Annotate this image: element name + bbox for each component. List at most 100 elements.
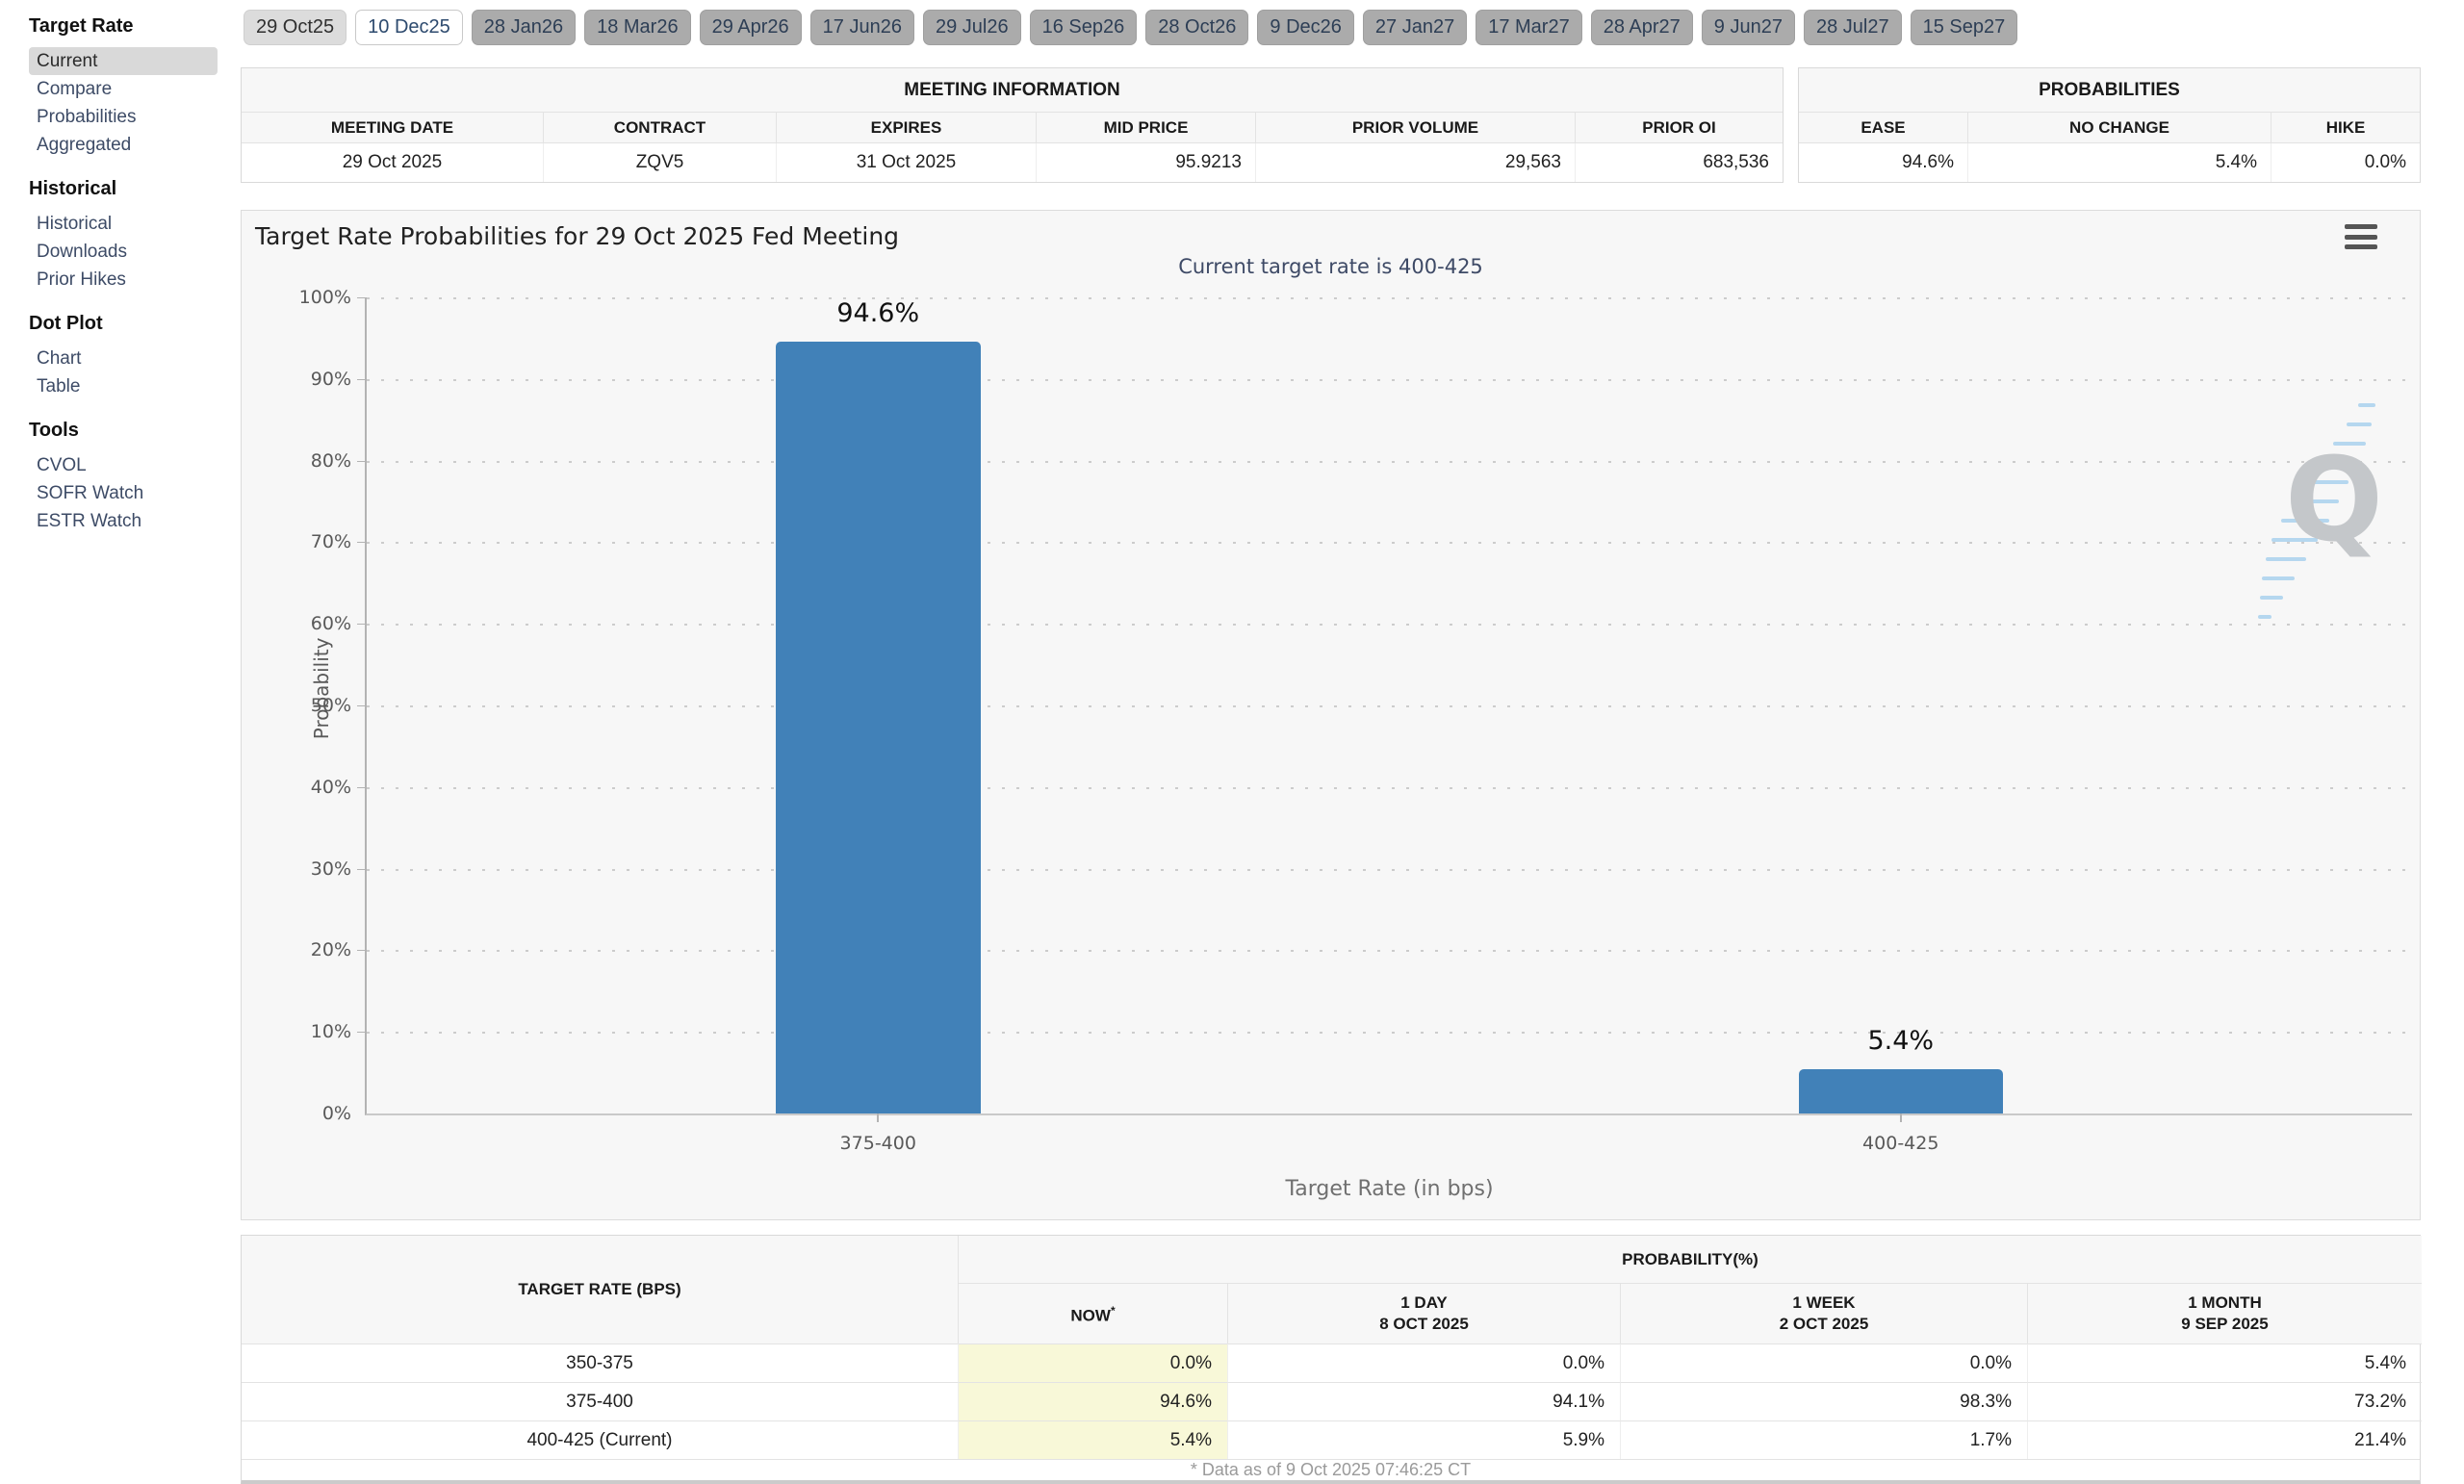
target-rate-cell: 400-425 (Current)	[242, 1420, 959, 1459]
y-tick-mark	[357, 868, 365, 870]
one-week-label: 1 WEEK	[1792, 1293, 1856, 1312]
y-tick-label: 70%	[310, 531, 351, 553]
target-rate-cell: 375-400	[242, 1382, 959, 1420]
bar-group-375-400: 94.6%	[776, 297, 981, 1113]
bar-group-400-425: 5.4%	[1798, 297, 2003, 1113]
probabilities-title: PROBABILITIES	[1799, 68, 2420, 113]
tab-meeting-date[interactable]: 28 Jul27	[1803, 10, 1902, 45]
sidebar-section-tools: Tools CVOL SOFR Watch ESTR Watch	[29, 420, 236, 535]
tab-meeting-date[interactable]: 10 Dec25	[355, 10, 463, 45]
sidebar-section-title: Dot Plot	[29, 313, 103, 334]
y-tick-label: 50%	[310, 695, 351, 716]
tab-meeting-date[interactable]: 28 Jan26	[471, 10, 577, 45]
now-cell: 94.6%	[959, 1382, 1228, 1420]
y-tick-label: 90%	[310, 368, 351, 390]
sidebar-section-title: Target Rate	[29, 15, 134, 37]
gridline	[367, 786, 2412, 789]
y-tick-label: 20%	[310, 939, 351, 961]
y-tick-label: 0%	[321, 1103, 351, 1124]
meeting-information-header-row: MEETING DATE CONTRACT EXPIRES MID PRICE …	[242, 113, 1783, 143]
meeting-date-value: 29 Oct 2025	[242, 143, 544, 182]
bar[interactable]	[776, 341, 981, 1113]
column-header-1-day: 1 DAY 8 OCT 2025	[1228, 1284, 1621, 1343]
y-tick-label: 100%	[298, 287, 351, 308]
table-row: 350-375 0.0% 0.0% 0.0% 5.4%	[242, 1343, 2422, 1382]
x-tick-label: 400-425	[1862, 1133, 1939, 1154]
one-day-cell: 94.1%	[1228, 1382, 1621, 1420]
tab-meeting-date[interactable]: 9 Dec26	[1257, 10, 1354, 45]
probability-table-header: TARGET RATE (BPS) PROBABILITY(%) NOW* 1 …	[242, 1236, 2422, 1343]
sidebar-item-estr-watch[interactable]: ESTR Watch	[37, 511, 142, 531]
sidebar-section-historical: Historical Historical Downloads Prior Hi…	[29, 178, 236, 294]
one-month-cell: 21.4%	[2028, 1420, 2422, 1459]
ease-value: 94.6%	[1799, 143, 1968, 182]
one-week-date: 2 OCT 2025	[1779, 1315, 1869, 1333]
tab-meeting-date[interactable]: 29 Oct25	[244, 10, 347, 45]
one-week-cell: 0.0%	[1621, 1343, 2028, 1382]
x-axis-title: Target Rate (in bps)	[1285, 1177, 1494, 1201]
y-tick-label: 60%	[310, 613, 351, 635]
one-month-cell: 5.4%	[2028, 1343, 2422, 1382]
sidebar-item-aggregated[interactable]: Aggregated	[37, 135, 132, 155]
sidebar-item-cvol[interactable]: CVOL	[37, 455, 87, 475]
chart-menu-icon[interactable]	[2345, 224, 2377, 249]
chart-title: Target Rate Probabilities for 29 Oct 202…	[255, 222, 900, 250]
sidebar-item-historical[interactable]: Historical	[37, 214, 113, 234]
sidebar-item-downloads[interactable]: Downloads	[37, 242, 127, 262]
y-tick-mark	[357, 624, 365, 626]
probabilities-data-row: 94.6% 5.4% 0.0%	[1799, 143, 2420, 182]
tab-meeting-date[interactable]: 29 Jul26	[922, 10, 1021, 45]
sidebar-item-compare[interactable]: Compare	[37, 79, 113, 99]
tab-meeting-date[interactable]: 17 Jun26	[809, 10, 914, 45]
meeting-information-title: MEETING INFORMATION	[242, 68, 1783, 113]
tab-meeting-date[interactable]: 15 Sep27	[1910, 10, 2018, 45]
meeting-information-data-row: 29 Oct 2025 ZQV5 31 Oct 2025 95.9213 29,…	[242, 143, 1783, 182]
meeting-information-panel: MEETING INFORMATION MEETING DATE CONTRAC…	[241, 67, 1784, 183]
one-day-cell: 5.9%	[1228, 1420, 1621, 1459]
sidebar-item-chart[interactable]: Chart	[37, 348, 82, 369]
bar[interactable]	[1798, 1069, 2003, 1113]
tab-meeting-date[interactable]: 18 Mar26	[584, 10, 691, 45]
y-tick-label: 80%	[310, 449, 351, 472]
y-tick-mark	[357, 950, 365, 952]
target-rate-bps-header: TARGET RATE (BPS)	[242, 1236, 959, 1343]
sidebar-item-sofr-watch[interactable]: SOFR Watch	[37, 483, 144, 503]
one-month-label: 1 MONTH	[2188, 1293, 2262, 1312]
table-row: 375-400 94.6% 94.1% 98.3% 73.2%	[242, 1382, 2422, 1420]
sidebar-item-current[interactable]: Current	[29, 47, 218, 75]
chart-plot-area: Probability 100% 90% 80% 70% 60% 50% 40%…	[299, 287, 2412, 1201]
y-tick-mark	[357, 460, 365, 462]
y-tick-label: 10%	[310, 1021, 351, 1043]
tab-meeting-date[interactable]: 28 Apr27	[1590, 10, 1693, 45]
x-tick-mark	[1899, 1113, 1902, 1122]
sidebar-section-target-rate: Target Rate Current Compare Probabilitie…	[29, 15, 236, 159]
now-label: NOW	[1070, 1306, 1111, 1325]
gridline	[367, 624, 2412, 627]
gridline	[367, 542, 2412, 545]
sidebar-item-probabilities[interactable]: Probabilities	[37, 107, 137, 127]
x-tick-mark	[877, 1113, 880, 1122]
sidebar-item-table[interactable]: Table	[37, 376, 81, 397]
column-header: EXPIRES	[777, 113, 1037, 143]
tab-meeting-date[interactable]: 29 Apr26	[699, 10, 802, 45]
tab-meeting-date[interactable]: 27 Jan27	[1362, 10, 1468, 45]
gridline	[367, 297, 2412, 299]
tab-meeting-date[interactable]: 9 Jun27	[1701, 10, 1795, 45]
gridline	[367, 1032, 2412, 1035]
gridline	[367, 460, 2412, 463]
now-cell: 0.0%	[959, 1343, 1228, 1382]
one-month-cell: 73.2%	[2028, 1382, 2422, 1420]
sidebar-item-prior-hikes[interactable]: Prior Hikes	[37, 269, 126, 290]
tab-meeting-date[interactable]: 28 Oct26	[1145, 10, 1249, 45]
data-as-of-footnote: * Data as of 9 Oct 2025 07:46:25 CT	[242, 1459, 2420, 1480]
tab-meeting-date[interactable]: 17 Mar27	[1476, 10, 1582, 45]
target-rate-probability-chart: Target Rate Probabilities for 29 Oct 202…	[241, 210, 2421, 1220]
tab-meeting-date[interactable]: 16 Sep26	[1029, 10, 1138, 45]
bar-value-label: 94.6%	[836, 297, 920, 328]
table-row: 400-425 (Current) 5.4% 5.9% 1.7% 21.4%	[242, 1420, 2422, 1459]
y-tick-label: 30%	[310, 857, 351, 880]
column-header: PRIOR VOLUME	[1256, 113, 1576, 143]
column-header: MID PRICE	[1037, 113, 1256, 143]
one-day-date: 8 OCT 2025	[1379, 1315, 1469, 1333]
target-rate-cell: 350-375	[242, 1343, 959, 1382]
